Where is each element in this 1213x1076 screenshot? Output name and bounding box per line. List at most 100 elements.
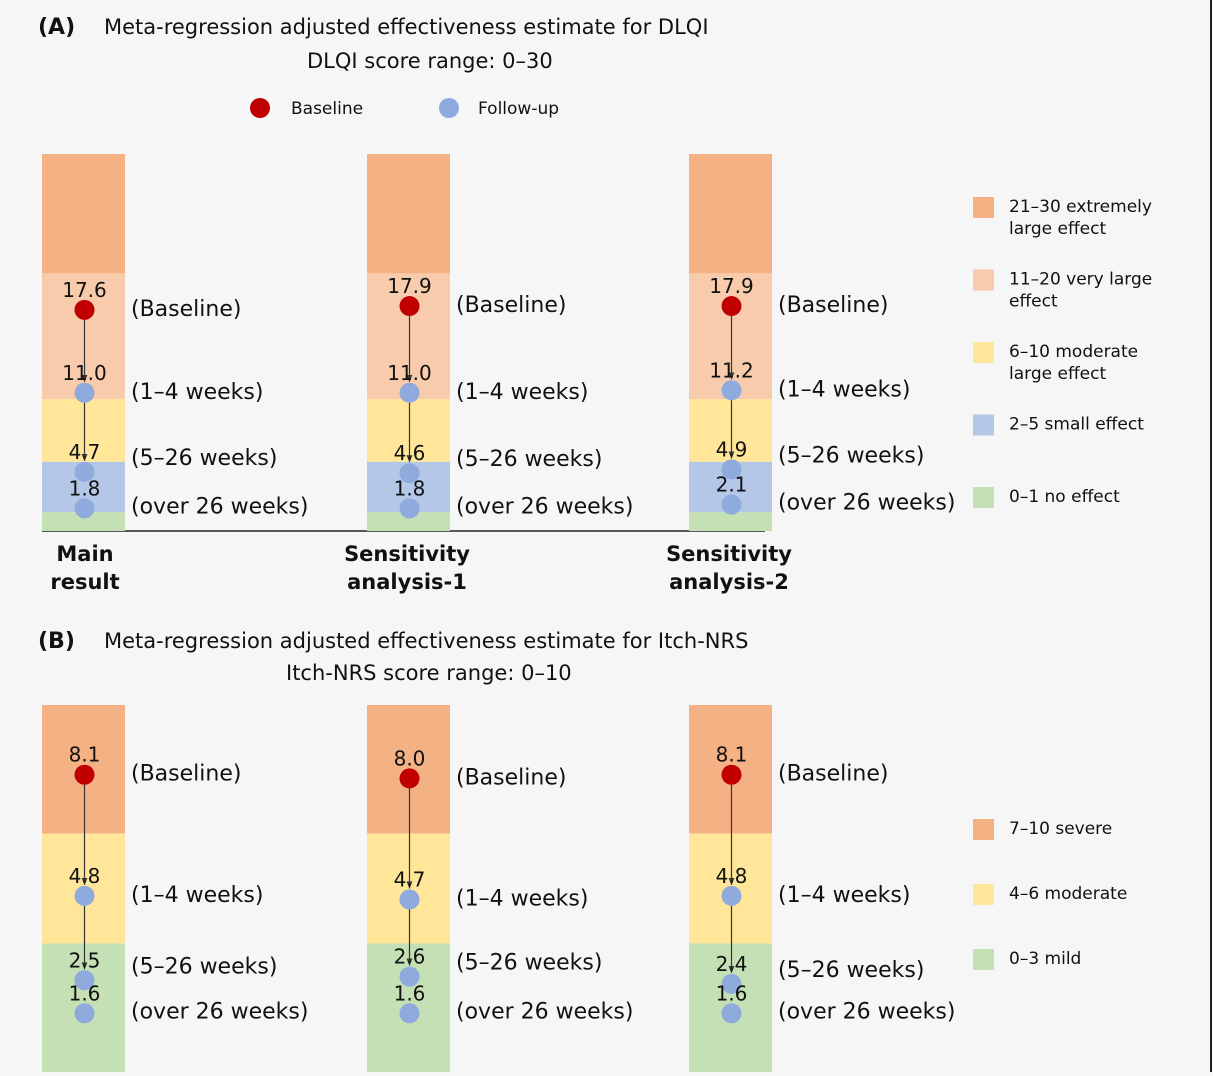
band-legend-swatch-b-1 bbox=[973, 884, 994, 905]
band-legend-swatch-a-0 bbox=[973, 197, 994, 218]
point-b-col2-t1 bbox=[721, 885, 742, 906]
timepoint-label-b-col0-t1: (1–4 weeks) bbox=[131, 883, 263, 908]
band-legend-label-a-4-line0: 0–1 no effect bbox=[1009, 487, 1120, 507]
value-label-a-col2-t0: 17.9 bbox=[709, 274, 754, 298]
band-a-col1-21-30-extremely-large-effect bbox=[367, 154, 450, 274]
timepoint-label-a-col2-t3: (over 26 weeks) bbox=[778, 491, 955, 516]
value-label-b-col2-t3: 1.6 bbox=[716, 981, 748, 1005]
point-b-col1-t1 bbox=[399, 889, 420, 910]
timepoint-label-a-col1-t0: (Baseline) bbox=[456, 293, 566, 318]
value-label-a-col2-t2: 4.9 bbox=[716, 437, 748, 461]
band-legend-swatch-a-3 bbox=[973, 414, 994, 436]
point-b-col0-t2 bbox=[74, 970, 95, 991]
timepoint-label-b-col0-t2: (5–26 weeks) bbox=[131, 954, 277, 979]
panel-a-title: Meta-regression adjusted effectiveness e… bbox=[104, 15, 709, 39]
timepoint-label-a-col2-t0: (Baseline) bbox=[778, 293, 888, 318]
value-label-b-col2-t1: 4.8 bbox=[716, 864, 748, 888]
timepoint-label-a-col0-t3: (over 26 weeks) bbox=[131, 494, 308, 519]
timepoint-label-b-col2-t0: (Baseline) bbox=[778, 762, 888, 787]
value-label-a-col0-t3: 1.8 bbox=[69, 476, 101, 500]
value-label-a-col0-t2: 4.7 bbox=[69, 440, 101, 464]
value-label-b-col1-t1: 4.7 bbox=[394, 868, 426, 892]
band-a-col0-21-30-extremely-large-effect bbox=[42, 154, 125, 274]
band-legend-label-a-2-line0: 6–10 moderate bbox=[1009, 342, 1138, 362]
point-a-col2-t2 bbox=[721, 459, 742, 480]
timepoint-label-a-col2-t1: (1–4 weeks) bbox=[778, 377, 910, 402]
band-legend-label-a-2-line1: large effect bbox=[1009, 364, 1106, 384]
point-a-col2-t1 bbox=[721, 380, 742, 401]
point-b-col2-t2 bbox=[721, 973, 742, 994]
timepoint-label-b-col2-t2: (5–26 weeks) bbox=[778, 958, 924, 983]
value-label-b-col1-t2: 2.6 bbox=[394, 945, 426, 969]
band-legend-swatch-b-2 bbox=[973, 949, 994, 970]
point-a-col2-t3 bbox=[721, 494, 742, 515]
value-label-b-col1-t0: 8.0 bbox=[394, 746, 426, 770]
value-label-a-col1-t3: 1.8 bbox=[394, 476, 426, 500]
band-a-col1-6-10-moderate-large-effect bbox=[367, 399, 450, 462]
category-label-sens2-line1: Sensitivity bbox=[666, 542, 792, 566]
point-a-col1-t3 bbox=[399, 498, 420, 519]
timepoint-label-a-col1-t2: (5–26 weeks) bbox=[456, 447, 602, 472]
point-a-col0-t0 bbox=[74, 299, 95, 320]
band-legend-label-b-2-line0: 0–3 mild bbox=[1009, 949, 1081, 969]
value-label-b-col0-t0: 8.1 bbox=[69, 743, 101, 767]
category-label-main-line1: Main bbox=[56, 542, 113, 566]
band-a-col0-0-1-no-effect bbox=[42, 512, 125, 531]
value-label-a-col2-t3: 2.1 bbox=[716, 473, 748, 497]
category-label-sens2-line2: analysis-2 bbox=[669, 570, 789, 594]
point-a-col1-t1 bbox=[399, 382, 420, 403]
point-b-col0-t3 bbox=[74, 1003, 95, 1024]
timepoint-label-b-col2-t1: (1–4 weeks) bbox=[778, 883, 910, 908]
timepoint-label-b-col2-t3: (over 26 weeks) bbox=[778, 999, 955, 1024]
band-a-col2-0-1-no-effect bbox=[689, 512, 772, 531]
band-legend-swatch-b-0 bbox=[973, 819, 994, 840]
point-a-col1-t0 bbox=[399, 296, 420, 317]
value-label-a-col0-t1: 11.0 bbox=[62, 361, 107, 385]
band-legend-label-b-1-line0: 4–6 moderate bbox=[1009, 884, 1127, 904]
point-a-col1-t2 bbox=[399, 463, 420, 484]
value-label-b-col1-t3: 1.6 bbox=[394, 981, 426, 1005]
band-a-col2-6-10-moderate-large-effect bbox=[689, 399, 772, 462]
timepoint-label-a-col1-t1: (1–4 weeks) bbox=[456, 380, 588, 405]
timepoint-label-a-col2-t2: (5–26 weeks) bbox=[778, 443, 924, 468]
panel-a-subtitle: DLQI score range: 0–30 bbox=[307, 49, 553, 73]
panel-b-subtitle: Itch-NRS score range: 0–10 bbox=[286, 661, 572, 685]
category-label-sens1-line2: analysis-1 bbox=[347, 570, 467, 594]
timepoint-label-b-col1-t0: (Baseline) bbox=[456, 765, 566, 790]
category-label-sens1-line1: Sensitivity bbox=[344, 542, 470, 566]
value-label-b-col2-t0: 8.1 bbox=[716, 743, 748, 767]
value-label-b-col0-t1: 4.8 bbox=[69, 864, 101, 888]
panel-b-letter: (B) bbox=[38, 629, 75, 654]
category-label-main-line2: result bbox=[50, 570, 119, 594]
legend-followup-label: Follow-up bbox=[478, 99, 559, 119]
point-b-col2-t0 bbox=[721, 764, 742, 785]
point-b-col0-t1 bbox=[74, 885, 95, 906]
band-legend-swatch-a-2 bbox=[973, 342, 994, 363]
point-a-col0-t3 bbox=[74, 498, 95, 519]
band-legend-label-a-0-line1: large effect bbox=[1009, 219, 1106, 239]
timepoint-label-b-col0-t0: (Baseline) bbox=[131, 762, 241, 787]
value-label-a-col2-t1: 11.2 bbox=[709, 358, 754, 382]
band-legend-swatch-a-1 bbox=[973, 269, 994, 291]
band-a-col0-6-10-moderate-large-effect bbox=[42, 399, 125, 462]
frame-border bbox=[1210, 0, 1212, 1072]
timepoint-label-b-col1-t1: (1–4 weeks) bbox=[456, 887, 588, 912]
panel-b-title: Meta-regression adjusted effectiveness e… bbox=[104, 629, 748, 653]
point-b-col1-t0 bbox=[399, 768, 420, 789]
band-legend-label-a-3-line0: 2–5 small effect bbox=[1009, 415, 1144, 435]
point-b-col2-t3 bbox=[721, 1003, 742, 1024]
panel-a-letter: (A) bbox=[38, 15, 75, 40]
point-b-col1-t3 bbox=[399, 1003, 420, 1024]
timepoint-label-b-col1-t3: (over 26 weeks) bbox=[456, 999, 633, 1024]
band-a-col2-21-30-extremely-large-effect bbox=[689, 154, 772, 274]
legend-followup-marker bbox=[439, 98, 459, 118]
timepoint-label-a-col0-t2: (5–26 weeks) bbox=[131, 446, 277, 471]
value-label-b-col0-t3: 1.6 bbox=[69, 981, 101, 1005]
legend-baseline-marker bbox=[250, 98, 270, 118]
band-legend-label-a-0-line0: 21–30 extremely bbox=[1009, 197, 1152, 217]
band-legend-label-b-0-line0: 7–10 severe bbox=[1009, 819, 1112, 839]
value-label-a-col1-t1: 11.0 bbox=[387, 361, 432, 385]
value-label-a-col1-t0: 17.9 bbox=[387, 274, 432, 298]
